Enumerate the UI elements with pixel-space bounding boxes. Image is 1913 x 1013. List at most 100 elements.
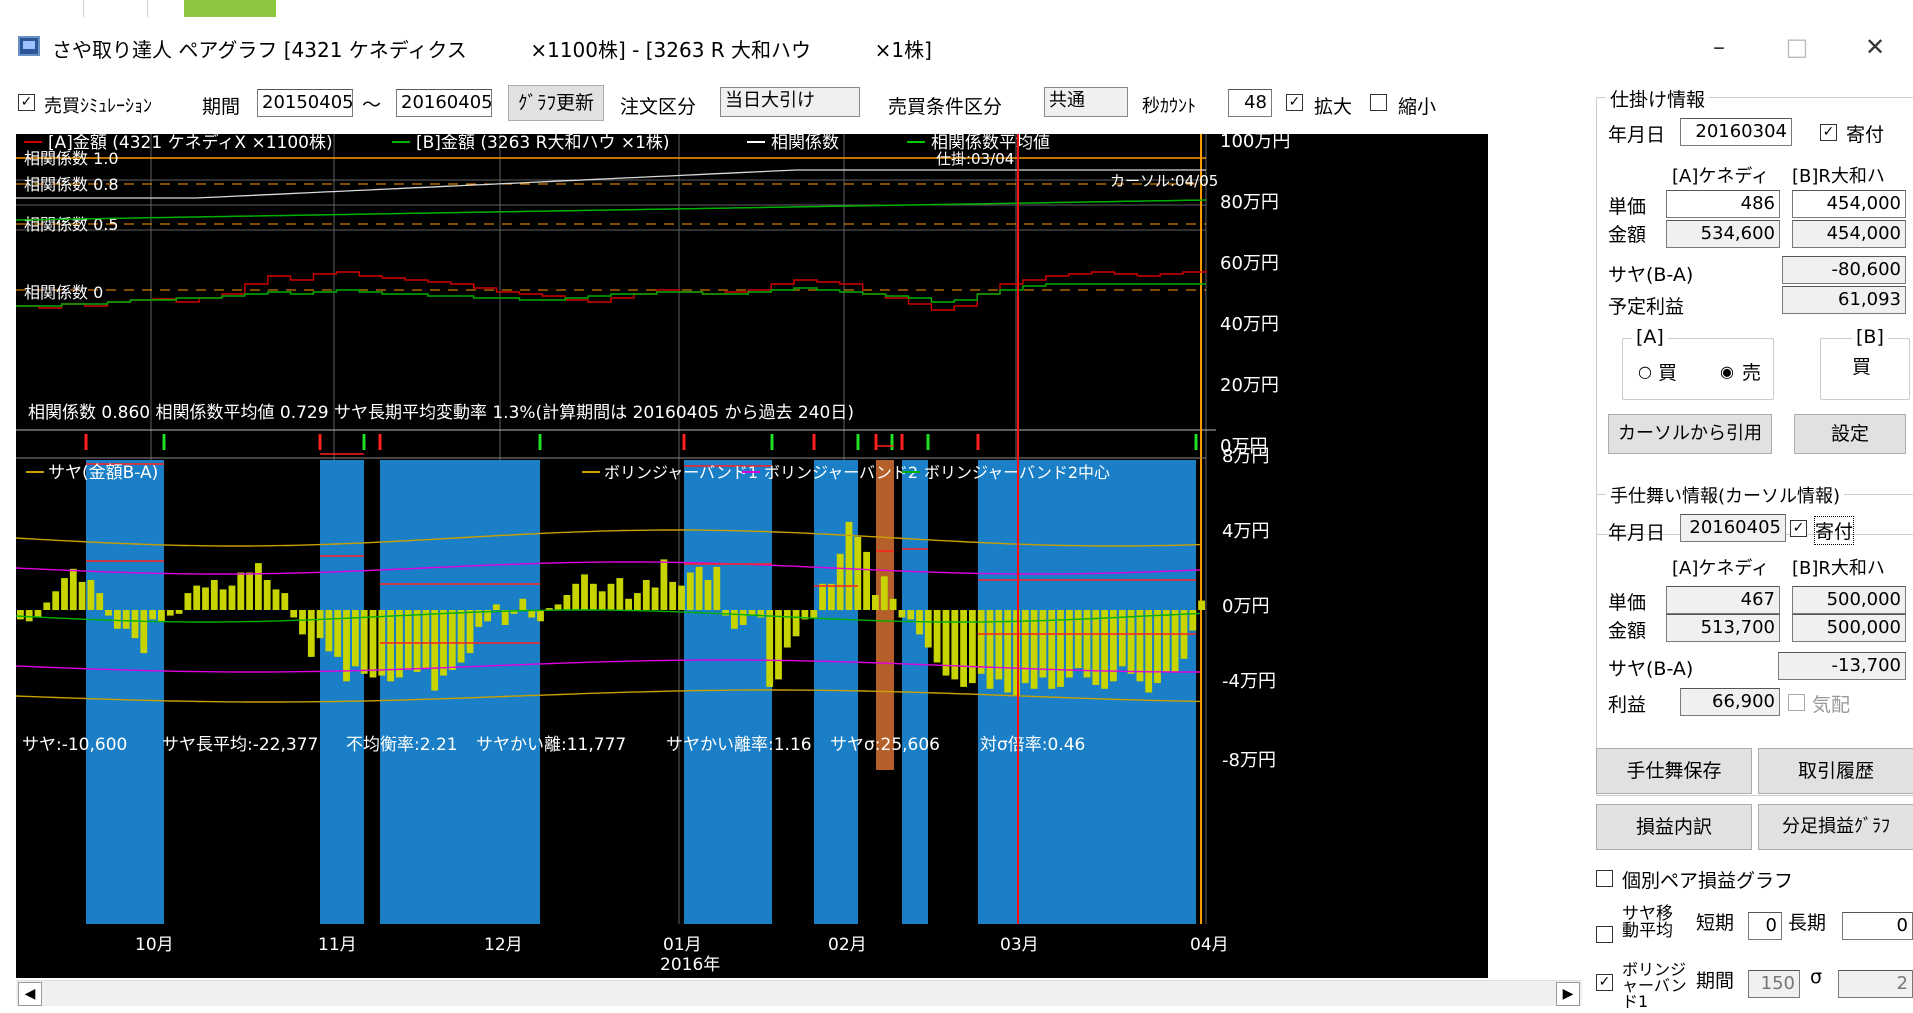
saya-bar [625, 598, 632, 611]
saya-bar [255, 563, 262, 610]
ma-checkbox[interactable] [1596, 926, 1613, 943]
trade-band-orange [876, 460, 894, 770]
scroll-right-arrow[interactable]: ▶ [1556, 982, 1580, 1006]
boll2-center-line [16, 609, 1201, 623]
saya-bar [1004, 610, 1012, 693]
a-sell-radio[interactable]: ◉ [1720, 362, 1734, 381]
saya-bar [404, 610, 412, 670]
saya-bar [448, 610, 456, 670]
saya-bar [272, 589, 280, 610]
period-to-input[interactable]: 20160405 [396, 89, 492, 117]
saya-bar [880, 576, 888, 611]
saya-bar [158, 610, 165, 622]
legend-text: [A]金額 (4321 ケネディX ×1100株) [48, 134, 333, 153]
saya-bar [210, 580, 218, 610]
exit-date-label: 年月日 [1608, 522, 1666, 544]
b-side-action: 買 [1852, 356, 1872, 378]
short-input[interactable]: 0 [1748, 912, 1782, 940]
saya-bar [290, 610, 298, 618]
saya-bar [1039, 610, 1047, 678]
entry-unit-b[interactable]: 454,000 [1792, 190, 1906, 218]
corr-avg-line [16, 199, 1207, 221]
cond-select[interactable]: 共通 [1044, 87, 1128, 117]
haito-checkbox[interactable] [1788, 694, 1805, 711]
a-buy-label: 買 [1658, 362, 1678, 384]
close-button[interactable]: ✕ [1864, 33, 1886, 61]
exit-saya-value: -13,700 [1778, 652, 1906, 680]
horizontal-scrollbar[interactable]: ◀ ▶ [16, 980, 1582, 1006]
saya-bar [986, 610, 994, 689]
saya-bar [422, 610, 430, 669]
sec-count-input[interactable]: 48 [1228, 89, 1272, 117]
window-title: さや取り達人 ペアグラフ [4321 ケネディクス ×1100株] - [326… [52, 38, 932, 62]
bottom-stat: サヤかい離:11,777 [476, 735, 626, 755]
saya-bar [466, 610, 474, 654]
from-cursor-button[interactable]: カーソルから引用 [1608, 414, 1772, 454]
saya-bar [995, 610, 1003, 680]
saya-bar [775, 610, 782, 680]
saya-bar [898, 610, 906, 618]
saya-bar [193, 585, 201, 610]
bollinger-checkbox[interactable]: ✓ [1596, 974, 1613, 991]
entry-saya-value: -80,600 [1782, 256, 1906, 284]
entry-date-input[interactable]: 20160304 [1680, 118, 1792, 146]
pair-chart[interactable]: 100万円 80万円 60万円 40万円 20万円 0万円 8万円 4万円 0万円 -4万円 -8万… [16, 134, 1488, 978]
exit-amount-a: 513,700 [1666, 614, 1780, 642]
sim-checkbox[interactable]: ✓ [18, 94, 35, 111]
set-button[interactable]: 設定 [1794, 414, 1906, 454]
exit-yoritsuki-checkbox[interactable]: ✓ [1790, 520, 1807, 537]
saya-bar [933, 610, 941, 663]
saya-bar [1110, 610, 1117, 682]
zoom-in-label: 拡大 [1314, 96, 1353, 118]
month-label: 01月 [663, 935, 702, 955]
a-buy-radio[interactable]: ○ [1638, 362, 1652, 381]
saya-bar [590, 583, 597, 611]
boll2-upper-line [16, 561, 1201, 575]
axis-label-top: 20万円 [1220, 375, 1279, 396]
saya-bar [1189, 610, 1197, 631]
minute-pl-graph-button[interactable]: 分足損益ｸﾞﾗﾌ [1758, 804, 1913, 850]
corr-label: 相関係数 0 [24, 283, 103, 302]
month-label: 02月 [828, 935, 867, 955]
saya-bar [810, 610, 818, 618]
maximize-button[interactable]: □ [1785, 33, 1809, 61]
saya-bar [783, 610, 791, 648]
saya-bar [563, 595, 571, 610]
saya-bar [352, 610, 359, 667]
boll-period-input[interactable]: 150 [1748, 970, 1800, 998]
exit-col-b: [B]R大和ハ [1792, 558, 1885, 579]
saya-bar [739, 610, 747, 625]
entry-yoritsuki-checkbox[interactable]: ✓ [1820, 124, 1837, 141]
month-label: 10月 [135, 935, 174, 955]
minimize-button[interactable]: – [1713, 33, 1725, 61]
breakdown-button[interactable]: 損益内訳 [1596, 804, 1752, 850]
sigma-input[interactable]: 2 [1838, 970, 1913, 998]
zoom-in-checkbox[interactable]: ✓ [1286, 94, 1303, 111]
exit-unit-b: 500,000 [1792, 586, 1906, 614]
chart-svg[interactable]: 100万円80万円60万円40万円20万円0万円8万円4万円0万円-4万円-8万… [16, 134, 1488, 978]
entry-unit-a[interactable]: 486 [1666, 190, 1780, 218]
scroll-left-arrow[interactable]: ◀ [18, 982, 42, 1006]
period-from-input[interactable]: 20150405 [257, 89, 353, 117]
saya-bar [457, 610, 465, 663]
exit-col-a: [A]ケネディ [1672, 558, 1770, 579]
saya-bar [660, 559, 668, 610]
b-side-title: [B] [1852, 326, 1888, 348]
saya-bar [977, 610, 985, 674]
saya-bar [34, 610, 42, 618]
month-label: 11月 [318, 935, 357, 955]
order-select[interactable]: 当日大引け [720, 87, 860, 117]
saya-bar [307, 610, 315, 657]
pair-graph-checkbox[interactable] [1596, 870, 1613, 887]
history-button[interactable]: 取引履歴 [1758, 748, 1913, 794]
bottom-stat: 不均衡率:2.21 [346, 735, 458, 755]
save-exit-button[interactable]: 手仕舞保存 [1596, 748, 1752, 794]
saya-bar [25, 610, 33, 622]
refresh-graph-button[interactable]: ｸﾞﾗﾌ更新 [508, 85, 604, 121]
saya-bar [219, 589, 227, 610]
saya-bar [493, 604, 500, 610]
boll1-upper-line [16, 529, 1201, 547]
zoom-out-checkbox[interactable] [1370, 94, 1387, 111]
bottom-stat: サヤかい離率:1.16 [666, 735, 812, 755]
long-input[interactable]: 0 [1842, 912, 1913, 940]
